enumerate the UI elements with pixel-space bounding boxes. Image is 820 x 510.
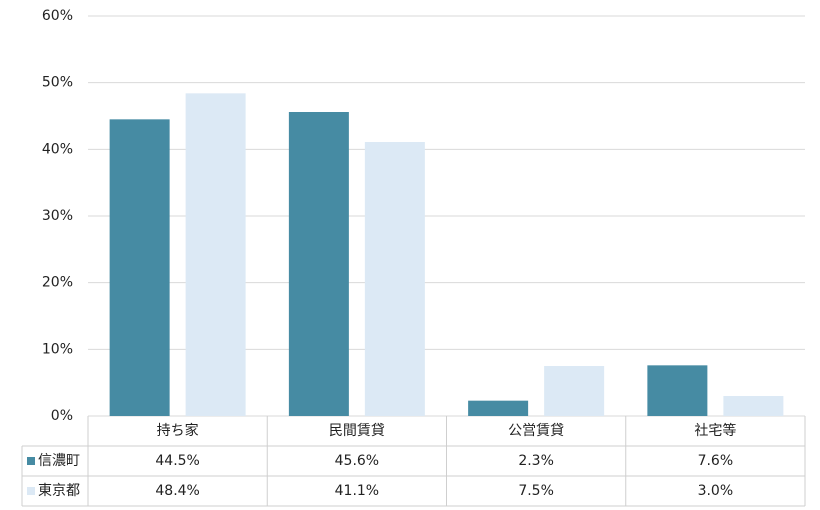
bar <box>364 142 425 416</box>
table-value: 48.4% <box>155 483 199 499</box>
bar <box>185 93 246 416</box>
legend-label: 信濃町 <box>38 453 80 469</box>
x-tick-label: 社宅等 <box>694 422 736 439</box>
legend-swatch <box>27 487 35 495</box>
table-value: 2.3% <box>518 453 554 469</box>
bar <box>109 119 170 416</box>
y-tick-label: 0% <box>51 408 73 424</box>
bar <box>468 400 529 416</box>
y-tick-label: 60% <box>42 8 73 24</box>
x-tick-label: 公営賃貸 <box>508 423 564 439</box>
legend-swatch <box>27 457 35 465</box>
y-tick-label: 40% <box>42 141 73 157</box>
bar <box>544 366 605 416</box>
table-value: 41.1% <box>335 483 379 499</box>
table-value: 7.6% <box>698 453 734 469</box>
bar <box>647 365 708 416</box>
y-tick-label: 20% <box>42 275 73 291</box>
table-value: 44.5% <box>155 453 199 469</box>
table-value: 3.0% <box>698 483 734 499</box>
table-value: 45.6% <box>335 453 379 469</box>
bar <box>723 396 784 416</box>
table-value: 7.5% <box>518 483 554 499</box>
bar <box>288 112 349 416</box>
x-tick-label: 持ち家 <box>157 422 199 439</box>
y-tick-label: 30% <box>42 208 73 224</box>
y-tick-label: 10% <box>42 341 73 357</box>
legend-label: 東京都 <box>38 483 80 499</box>
y-tick-label: 50% <box>42 75 73 91</box>
x-tick-label: 民間賃貸 <box>329 423 385 439</box>
